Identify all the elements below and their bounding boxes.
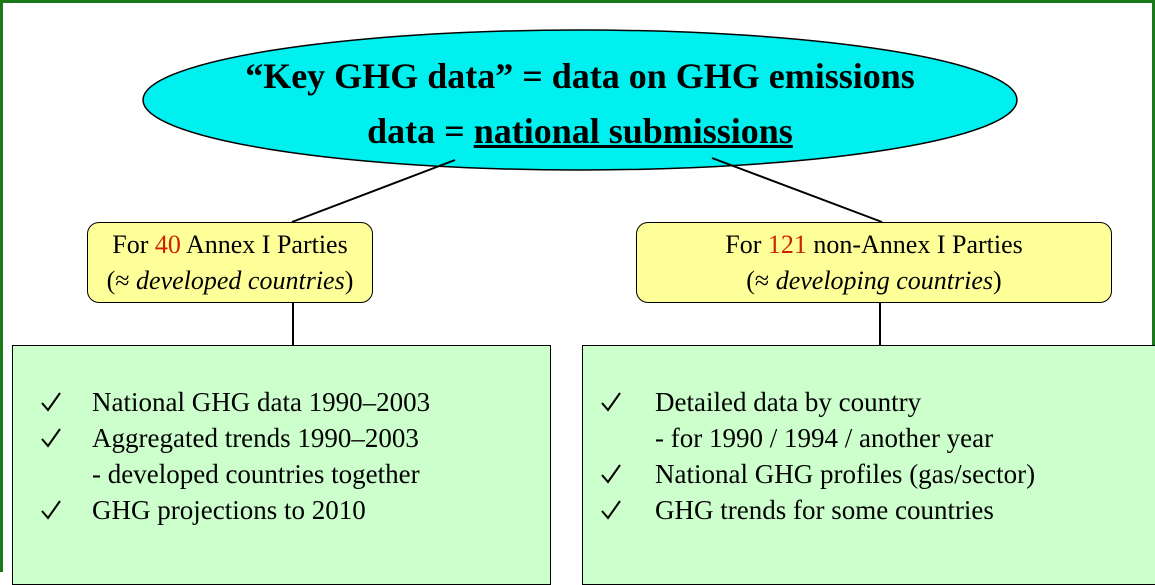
party-title: For 40 Annex I Parties [88,227,372,263]
party-title: For 121 non-Annex I Parties [637,227,1111,263]
checkmark [601,500,621,520]
frame-border [0,0,1155,572]
list-item: GHG trends for some countries [655,495,994,525]
list-item: GHG projections to 2010 [92,495,366,525]
party-count: 40 [154,230,181,259]
checkmark [41,428,61,448]
checkmark-path [41,392,61,412]
checkmark-path [601,464,621,484]
list-subitem: - for 1990 / 1994 / another year [655,423,994,453]
checkmark [41,500,61,520]
note-text: ) [344,266,354,295]
diagram-canvas [0,0,1155,572]
note-text: (≈ [746,266,776,295]
note-text: developing countries [775,266,994,295]
header-ellipse [142,29,1018,171]
list-box [582,345,1155,585]
list-subitem: - developed countries together [92,459,420,489]
checkmark-path [601,500,621,520]
party-note: (≈ developing countries) [637,263,1111,299]
header-line: data = national submissions [130,111,1030,151]
checkmark-path [601,392,621,412]
party-note: (≈ developed countries) [88,263,372,299]
list-item: National GHG profiles (gas/sector) [655,459,1036,489]
party-text: For [112,230,155,259]
checkmark [41,392,61,412]
note-text: developed countries [136,266,345,295]
note-text: ) [993,266,1002,295]
party-text: non-Annex I Parties [806,230,1023,259]
list-item: Aggregated trends 1990–2003 [92,423,419,453]
header-underlined: national submissions [473,111,793,151]
list-item: Detailed data by country [655,387,922,417]
party-box: For 121 non-Annex I Parties (≈ developing… [636,222,1112,303]
checkmark-path [41,500,61,520]
connector [711,157,883,223]
connector [291,159,456,223]
party-text: For [725,230,768,259]
note-text: (≈ [106,266,137,295]
header-text: data = [367,111,474,151]
header-line: “Key GHG data” = data on GHG emissions [245,56,915,96]
party-count: 121 [767,230,807,259]
party-text: Annex I Parties [180,230,348,259]
checkmark [601,392,621,412]
party-box: For 40 Annex I Parties (≈ developed count… [87,222,373,303]
checkmark [601,464,621,484]
list-item: National GHG data 1990–2003 [92,387,431,417]
checkmark-path [41,428,61,448]
